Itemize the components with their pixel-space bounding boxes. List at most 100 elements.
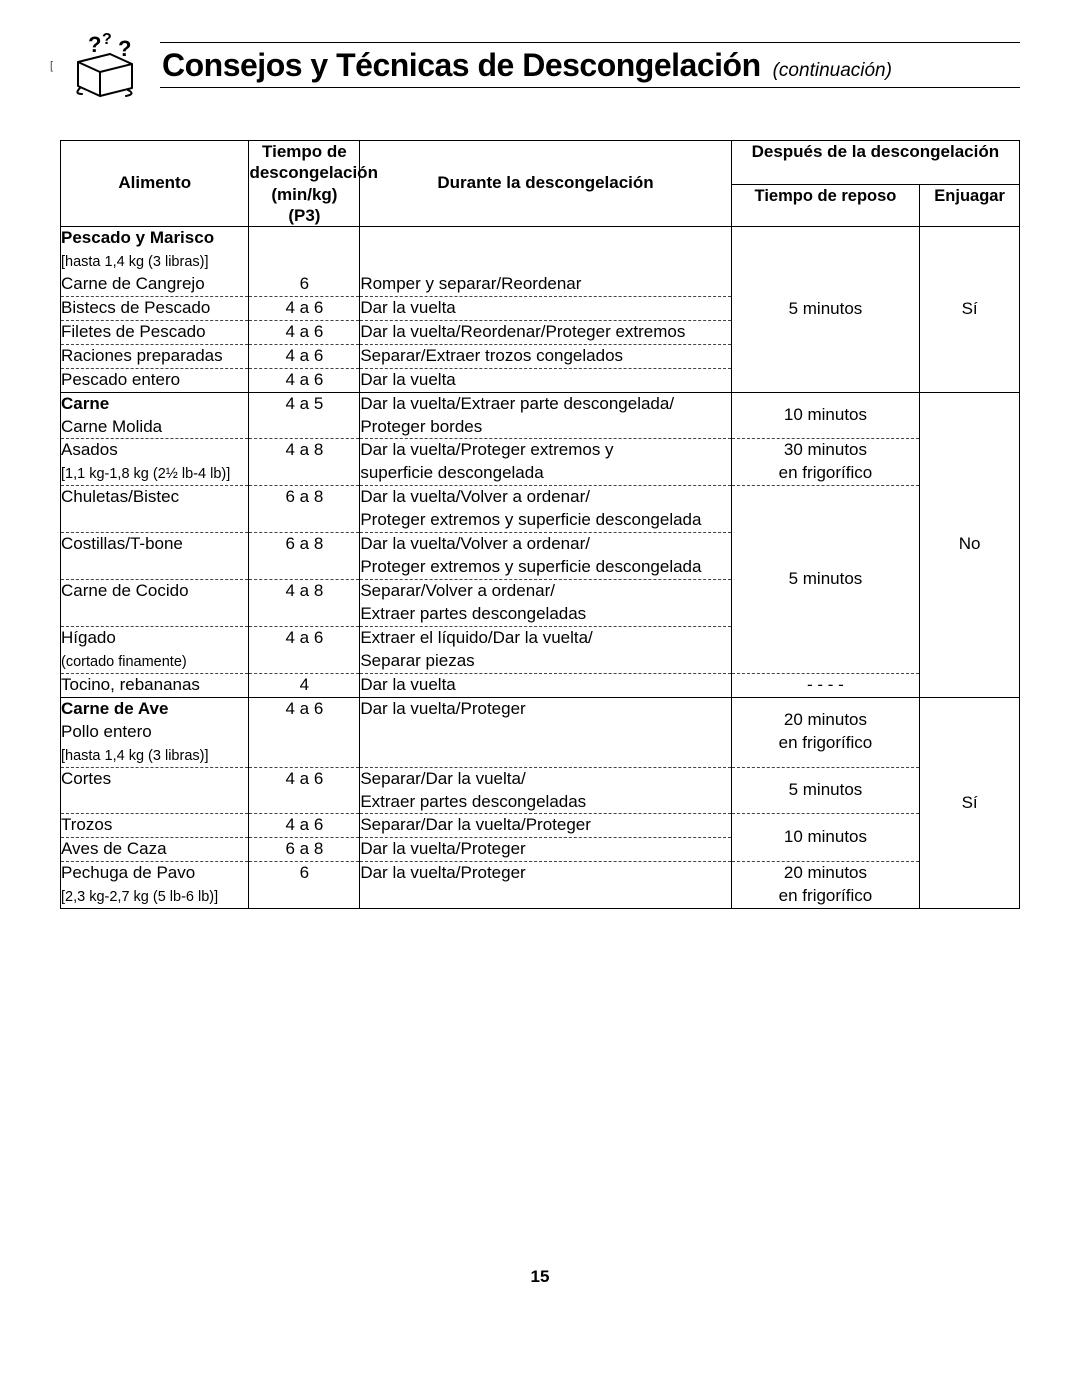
table-row: Asados[1,1 kg-1,8 kg (2½ lb-4 lb)] 4 a 8… <box>61 439 1020 486</box>
food-cell: Hígado(cortado finamente) <box>61 626 249 673</box>
during-cell: Dar la vuelta/Proteger extremos ysuperfi… <box>360 439 731 486</box>
svg-text:?: ? <box>88 32 101 57</box>
food-cell: Filetes de Pescado <box>61 320 249 344</box>
col-food: Alimento <box>61 141 249 227</box>
rest-cell: - - - - <box>731 673 919 697</box>
rest-cell: 20 minutosen frigorífico <box>731 862 919 909</box>
during-cell: Dar la vuelta/Proteger <box>360 838 731 862</box>
time-cell: 4 <box>249 673 360 697</box>
food-cell: Asados[1,1 kg-1,8 kg (2½ lb-4 lb)] <box>61 439 249 486</box>
rest-cell: 30 minutosen frigorífico <box>731 439 919 486</box>
page-title-bar: Consejos y Técnicas de Descongelación (c… <box>160 42 1020 88</box>
during-cell: Separar/Dar la vuelta/Proteger <box>360 814 731 838</box>
time-cell: 4 a 6 <box>249 368 360 392</box>
rest-cell: 5 minutos <box>731 486 919 674</box>
food-cell: Chuletas/Bistec <box>61 486 249 533</box>
during-cell: Dar la vuelta <box>360 296 731 320</box>
time-cell: 6 a 8 <box>249 838 360 862</box>
time-cell: 4 a 6 <box>249 814 360 838</box>
food-cell: Aves de Caza <box>61 838 249 862</box>
food-cell: Cortes <box>61 767 249 814</box>
col-during: Durante la descongelación <box>360 141 731 227</box>
during-cell: Dar la vuelta <box>360 368 731 392</box>
rest-cell: 10 minutos <box>731 814 919 862</box>
food-cell: Raciones preparadas <box>61 344 249 368</box>
col-time-l4: (P3) <box>288 206 320 225</box>
during-cell: Dar la vuelta/Volver a ordenar/Proteger … <box>360 533 731 580</box>
food-cell: Trozos <box>61 814 249 838</box>
food-cell: Tocino, rebananas <box>61 673 249 697</box>
page: [ ? ? ? Consejos y Técnicas de Descongel… <box>0 0 1080 1397</box>
time-cell: 4 a 6 <box>249 320 360 344</box>
table-row: Carne de AvePollo entero[hasta 1,4 kg (3… <box>61 697 1020 767</box>
table-body: Pescado y Marisco [hasta 1,4 kg (3 libras… <box>61 227 1020 909</box>
col-rinse: Enjuagar <box>920 184 1020 226</box>
col-after: Después de la descongelación <box>731 141 1019 185</box>
time-cell: 6 a 8 <box>249 533 360 580</box>
page-title: Consejos y Técnicas de Descongelación <box>162 47 761 84</box>
ice-cube-question-icon: ? ? ? <box>60 30 150 100</box>
col-during-label: Durante la descongelación <box>437 173 653 192</box>
food-cell: Bistecs de Pescado <box>61 296 249 320</box>
time-cell: 4 a 8 <box>249 580 360 627</box>
col-time: Tiempo de descongelación (min/kg) (P3) <box>249 141 360 227</box>
crop-mark: [ <box>50 60 53 72</box>
table-row: Cortes 4 a 6 Separar/Dar la vuelta/Extra… <box>61 767 1020 814</box>
defrost-table: Alimento Tiempo de descongelación (min/k… <box>60 140 1020 909</box>
during-cell: Separar/Extraer trozos congelados <box>360 344 731 368</box>
col-after-label: Después de la descongelación <box>752 142 1000 161</box>
during-cell: Romper y separar/Reordenar <box>360 273 731 296</box>
table-row: Pechuga de Pavo[2,3 kg-2,7 kg (5 lb-6 lb… <box>61 862 1020 909</box>
time-cell: 6 a 8 <box>249 486 360 533</box>
time-cell: 4 a 6 <box>249 296 360 320</box>
section-title: Pescado y Marisco <box>61 228 214 247</box>
time-cell: 4 a 6 <box>249 344 360 368</box>
section-title-row: Pescado y Marisco [hasta 1,4 kg (3 libras… <box>61 227 1020 273</box>
svg-text:?: ? <box>102 31 112 48</box>
time-cell: 4 a 8 <box>249 439 360 486</box>
col-time-l2: descongelación <box>249 163 377 182</box>
rinse-cell: No <box>920 392 1020 697</box>
food-cell: Carne de Cocido <box>61 580 249 627</box>
food-cell: Pescado entero <box>61 368 249 392</box>
during-cell: Separar/Volver a ordenar/Extraer partes … <box>360 580 731 627</box>
col-rest: Tiempo de reposo <box>731 184 919 226</box>
during-cell: Dar la vuelta/Proteger <box>360 862 731 909</box>
during-cell: Dar la vuelta/Volver a ordenar/Proteger … <box>360 486 731 533</box>
col-food-label: Alimento <box>118 173 191 192</box>
table-row: Trozos 4 a 6 Separar/Dar la vuelta/Prote… <box>61 814 1020 838</box>
rinse-cell: Sí <box>920 227 1020 393</box>
time-cell: 4 a 6 <box>249 697 360 767</box>
food-cell: Costillas/T-bone <box>61 533 249 580</box>
time-cell: 4 a 6 <box>249 767 360 814</box>
page-title-continuation: (continuación) <box>773 60 892 82</box>
food-cell: Pechuga de Pavo[2,3 kg-2,7 kg (5 lb-6 lb… <box>61 862 249 909</box>
time-cell: 4 a 6 <box>249 626 360 673</box>
section-title: Carne de Ave <box>61 699 168 718</box>
col-time-l1: Tiempo de <box>262 142 347 161</box>
food-cell: CarneCarne Molida <box>61 392 249 439</box>
during-cell: Dar la vuelta/Proteger <box>360 697 731 767</box>
rest-cell: 20 minutosen frigorífico <box>731 697 919 767</box>
table-header-row: Alimento Tiempo de descongelación (min/k… <box>61 141 1020 185</box>
during-cell: Separar/Dar la vuelta/Extraer partes des… <box>360 767 731 814</box>
table-row: Tocino, rebananas 4 Dar la vuelta- - - - <box>61 673 1020 697</box>
time-cell: 6 <box>249 862 360 909</box>
page-number: 15 <box>0 1267 1080 1287</box>
table-row: Chuletas/Bistec 6 a 8 Dar la vuelta/Volv… <box>61 486 1020 533</box>
during-cell: Dar la vuelta <box>360 673 731 697</box>
table-row: CarneCarne Molida 4 a 5 Dar la vuelta/Ex… <box>61 392 1020 439</box>
time-cell: 4 a 5 <box>249 392 360 439</box>
rinse-cell: Sí <box>920 697 1020 908</box>
col-time-l3: (min/kg) <box>271 185 337 204</box>
page-header: ? ? ? Consejos y Técnicas de Descongelac… <box>60 30 1020 100</box>
time-cell: 6 <box>249 273 360 296</box>
col-rinse-label: Enjuagar <box>934 187 1005 205</box>
during-cell: Dar la vuelta/Extraer parte descongelada… <box>360 392 731 439</box>
rest-cell: 10 minutos <box>731 392 919 439</box>
food-cell: Carne de Cangrejo <box>61 273 249 296</box>
section-title: Carne <box>61 394 109 413</box>
food-cell: Carne de AvePollo entero[hasta 1,4 kg (3… <box>61 697 249 767</box>
section-note: [hasta 1,4 kg (3 libras)] <box>61 254 209 270</box>
col-rest-label: Tiempo de reposo <box>755 187 897 205</box>
